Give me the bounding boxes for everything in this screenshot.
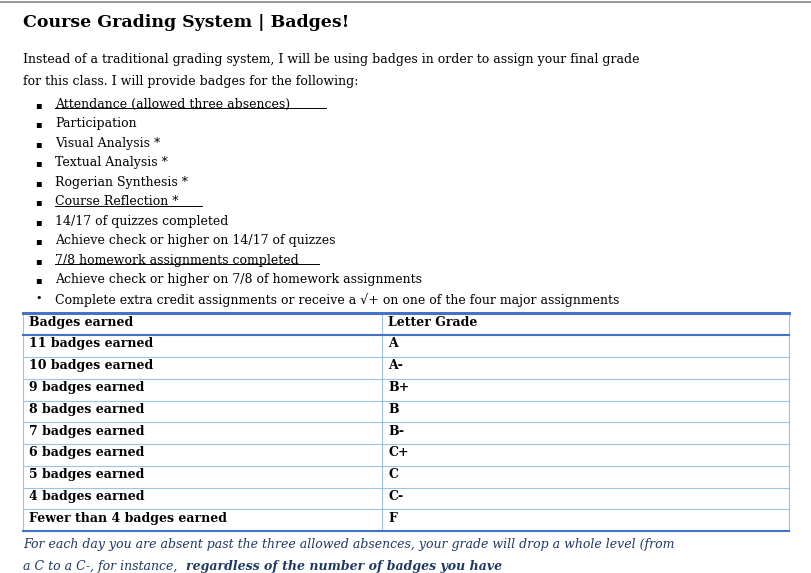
Text: ▪: ▪ <box>35 197 41 207</box>
Text: Instead of a traditional grading system, I will be using badges in order to assi: Instead of a traditional grading system,… <box>23 53 638 66</box>
Text: Rogerian Synthesis *: Rogerian Synthesis * <box>55 176 188 189</box>
Text: A-: A- <box>388 359 402 372</box>
Text: B-: B- <box>388 425 404 438</box>
Text: 9 badges earned: 9 badges earned <box>29 381 144 394</box>
Text: .: . <box>468 560 472 573</box>
Text: 11 badges earned: 11 badges earned <box>29 337 153 351</box>
Text: •: • <box>35 293 41 303</box>
Text: B: B <box>388 403 398 416</box>
Text: C-: C- <box>388 490 403 503</box>
Text: Achieve check or higher on 14/17 of quizzes: Achieve check or higher on 14/17 of quiz… <box>55 234 335 248</box>
Text: ▪: ▪ <box>35 119 41 129</box>
Text: regardless of the number of badges you have: regardless of the number of badges you h… <box>187 560 502 573</box>
Text: ▪: ▪ <box>35 275 41 285</box>
Text: A: A <box>388 337 397 351</box>
Text: for this class. I will provide badges for the following:: for this class. I will provide badges fo… <box>23 75 358 88</box>
Text: C+: C+ <box>388 446 408 460</box>
Text: a C to a C-, for instance,: a C to a C-, for instance, <box>23 560 181 573</box>
Text: ▪: ▪ <box>35 217 41 226</box>
Text: ▪: ▪ <box>35 139 41 148</box>
Text: Letter Grade: Letter Grade <box>388 316 477 329</box>
Text: 8 badges earned: 8 badges earned <box>29 403 144 416</box>
Text: Course Grading System | Badges!: Course Grading System | Badges! <box>23 14 349 32</box>
Text: 14/17 of quizzes completed: 14/17 of quizzes completed <box>55 215 229 228</box>
Text: 7 badges earned: 7 badges earned <box>29 425 144 438</box>
Text: ▪: ▪ <box>35 236 41 246</box>
Text: For each day you are absent past the three allowed absences, your grade will dro: For each day you are absent past the thr… <box>23 538 673 551</box>
Text: Fewer than 4 badges earned: Fewer than 4 badges earned <box>29 512 227 525</box>
Text: ▪: ▪ <box>35 178 41 187</box>
Text: 6 badges earned: 6 badges earned <box>29 446 144 460</box>
Text: ▪: ▪ <box>35 100 41 109</box>
Text: F: F <box>388 512 397 525</box>
Text: Achieve check or higher on 7/8 of homework assignments: Achieve check or higher on 7/8 of homewo… <box>55 273 422 286</box>
Text: 5 badges earned: 5 badges earned <box>29 468 144 481</box>
Text: B+: B+ <box>388 381 409 394</box>
Text: 7/8 homework assignments completed: 7/8 homework assignments completed <box>55 254 298 267</box>
Text: ▪: ▪ <box>35 256 41 265</box>
Text: Complete extra credit assignments or receive a √+ on one of the four major assig: Complete extra credit assignments or rec… <box>55 293 619 307</box>
Text: Visual Analysis *: Visual Analysis * <box>55 137 161 150</box>
Text: Attendance (allowed three absences): Attendance (allowed three absences) <box>55 98 290 111</box>
Text: Textual Analysis *: Textual Analysis * <box>55 156 168 170</box>
Text: Participation: Participation <box>55 117 137 131</box>
Text: Course Reflection *: Course Reflection * <box>55 195 178 209</box>
Text: C: C <box>388 468 397 481</box>
Text: Badges earned: Badges earned <box>29 316 133 329</box>
Text: 10 badges earned: 10 badges earned <box>29 359 153 372</box>
Text: 4 badges earned: 4 badges earned <box>29 490 144 503</box>
Text: ▪: ▪ <box>35 158 41 168</box>
